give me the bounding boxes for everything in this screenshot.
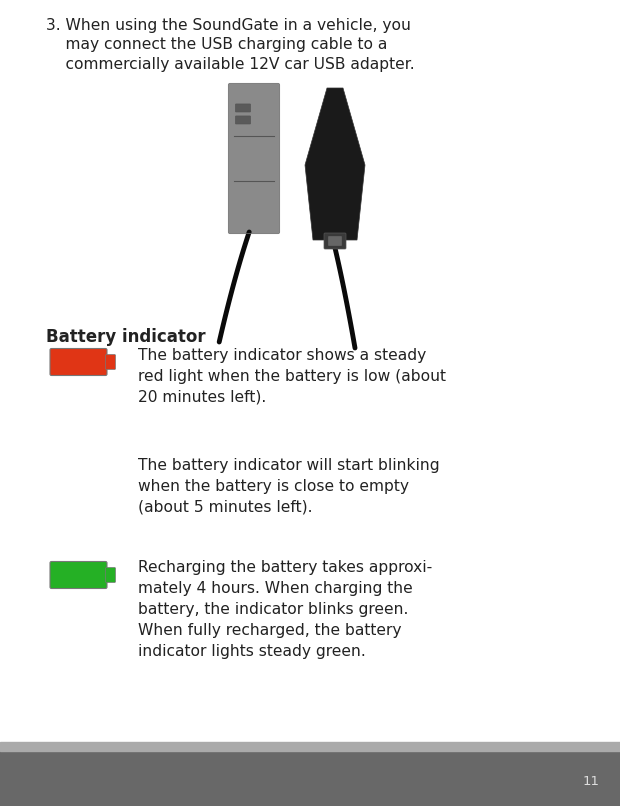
FancyBboxPatch shape (236, 116, 250, 124)
FancyBboxPatch shape (105, 567, 115, 583)
Bar (0, 742, 620, 751)
Polygon shape (305, 88, 365, 240)
FancyBboxPatch shape (324, 233, 346, 249)
FancyBboxPatch shape (229, 84, 280, 234)
Text: Recharging the battery takes approxi-
mately 4 hours. When charging the
battery,: Recharging the battery takes approxi- ma… (138, 560, 433, 659)
Text: may connect the USB charging cable to a: may connect the USB charging cable to a (46, 38, 388, 52)
Text: 3. When using the SoundGate in a vehicle, you: 3. When using the SoundGate in a vehicle… (46, 18, 412, 33)
FancyBboxPatch shape (236, 104, 250, 112)
FancyBboxPatch shape (50, 562, 107, 588)
FancyBboxPatch shape (105, 355, 115, 369)
Text: 11: 11 (583, 775, 600, 787)
Text: Battery indicator: Battery indicator (46, 328, 206, 346)
Bar (0, 751, 620, 806)
FancyBboxPatch shape (329, 236, 342, 246)
Text: The battery indicator will start blinking
when the battery is close to empty
(ab: The battery indicator will start blinkin… (138, 458, 440, 515)
Text: commercially available 12V car USB adapter.: commercially available 12V car USB adapt… (46, 57, 415, 72)
Text: The battery indicator shows a steady
red light when the battery is low (about
20: The battery indicator shows a steady red… (138, 348, 446, 405)
FancyBboxPatch shape (50, 348, 107, 376)
